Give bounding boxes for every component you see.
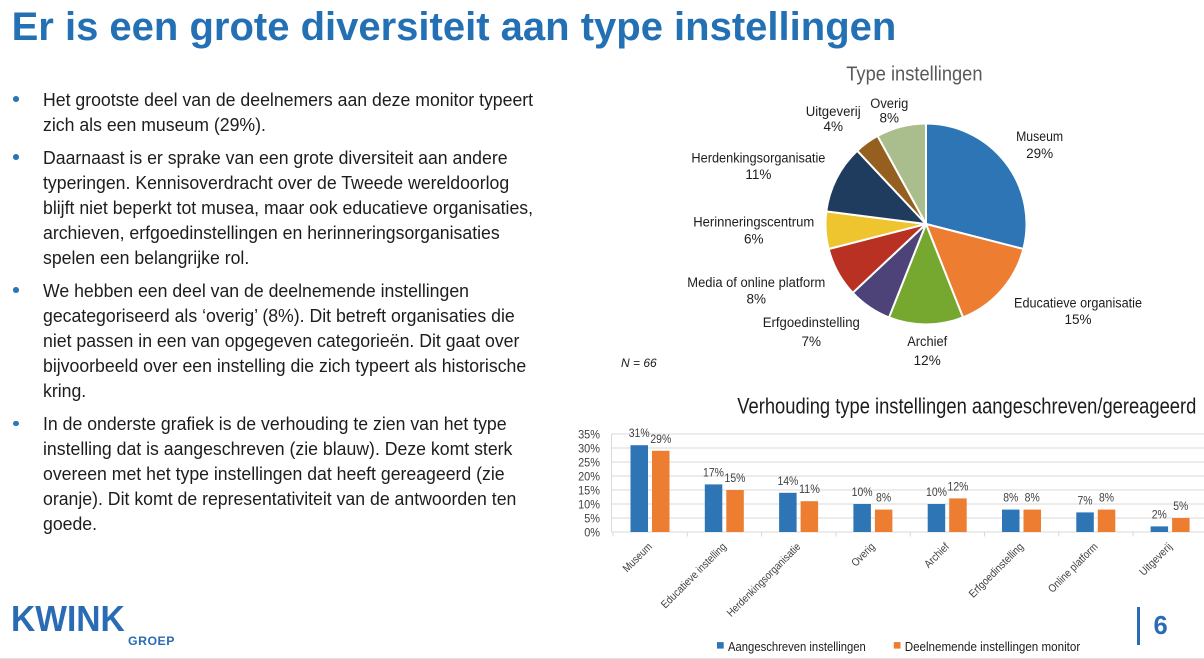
svg-text:30%: 30% — [578, 442, 600, 456]
svg-text:0%: 0% — [584, 526, 600, 540]
svg-text:12%: 12% — [914, 353, 941, 368]
svg-text:Herdenkingsorganisatie: Herdenkingsorganisatie — [691, 151, 825, 166]
svg-text:Museum: Museum — [1016, 129, 1063, 144]
svg-text:Erfgoedinstelling: Erfgoedinstelling — [967, 541, 1026, 600]
svg-text:10%: 10% — [926, 485, 947, 499]
svg-text:31%: 31% — [629, 426, 650, 440]
svg-text:15%: 15% — [578, 484, 600, 498]
svg-text:29%: 29% — [1026, 146, 1053, 161]
svg-text:11%: 11% — [799, 482, 820, 496]
svg-text:Aangeschreven instellingen: Aangeschreven instellingen — [728, 639, 866, 654]
svg-text:12%: 12% — [948, 479, 969, 493]
svg-text:11%: 11% — [745, 167, 771, 182]
svg-text:8%: 8% — [1025, 491, 1040, 505]
svg-text:29%: 29% — [650, 432, 671, 446]
svg-text:Archief: Archief — [907, 334, 947, 349]
svg-text:7%: 7% — [802, 334, 822, 349]
svg-text:8%: 8% — [1099, 491, 1114, 505]
svg-text:10%: 10% — [852, 485, 873, 499]
svg-text:Uitgeverij: Uitgeverij — [806, 104, 861, 119]
svg-text:8%: 8% — [876, 491, 891, 505]
svg-text:5%: 5% — [584, 512, 600, 526]
svg-text:Herdenkingsorganisatie: Herdenkingsorganisatie — [725, 541, 803, 619]
svg-text:Educatieve instelling: Educatieve instelling — [659, 541, 729, 611]
svg-text:8%: 8% — [880, 111, 900, 126]
svg-text:2%: 2% — [1152, 507, 1167, 521]
svg-text:Overig: Overig — [849, 541, 877, 569]
svg-text:Uitgeverij: Uitgeverij — [1137, 541, 1174, 578]
svg-text:Herinneringscentrum: Herinneringscentrum — [693, 215, 814, 230]
svg-text:10%: 10% — [578, 498, 600, 512]
svg-text:6%: 6% — [744, 232, 764, 247]
svg-text:4%: 4% — [823, 119, 843, 134]
svg-text:8%: 8% — [747, 292, 767, 307]
svg-text:14%: 14% — [777, 474, 798, 488]
svg-text:Media of online platform: Media of online platform — [687, 275, 825, 290]
svg-text:15%: 15% — [725, 471, 746, 485]
svg-text:8%: 8% — [1003, 491, 1018, 505]
svg-text:Educatieve organisatie: Educatieve organisatie — [1014, 295, 1142, 310]
svg-text:Erfgoedinstelling: Erfgoedinstelling — [763, 315, 860, 330]
svg-text:17%: 17% — [703, 465, 724, 479]
svg-text:Museum: Museum — [621, 541, 655, 575]
svg-text:Verhouding type instellingen a: Verhouding type instellingen aangeschrev… — [737, 394, 1196, 419]
svg-text:15%: 15% — [1064, 312, 1091, 327]
svg-text:Type instellingen: Type instellingen — [846, 64, 982, 86]
svg-text:Online platform: Online platform — [1046, 541, 1100, 595]
svg-text:20%: 20% — [578, 470, 600, 484]
svg-text:N = 66: N = 66 — [621, 356, 657, 370]
svg-text:Overig: Overig — [870, 96, 908, 111]
svg-text:7%: 7% — [1077, 493, 1092, 507]
svg-text:35%: 35% — [578, 428, 600, 442]
svg-text:25%: 25% — [578, 456, 600, 470]
svg-text:Deelnemende instellingen monit: Deelnemende instellingen monitor — [905, 639, 1081, 654]
svg-text:5%: 5% — [1173, 499, 1188, 513]
svg-text:Archief: Archief — [922, 540, 952, 570]
